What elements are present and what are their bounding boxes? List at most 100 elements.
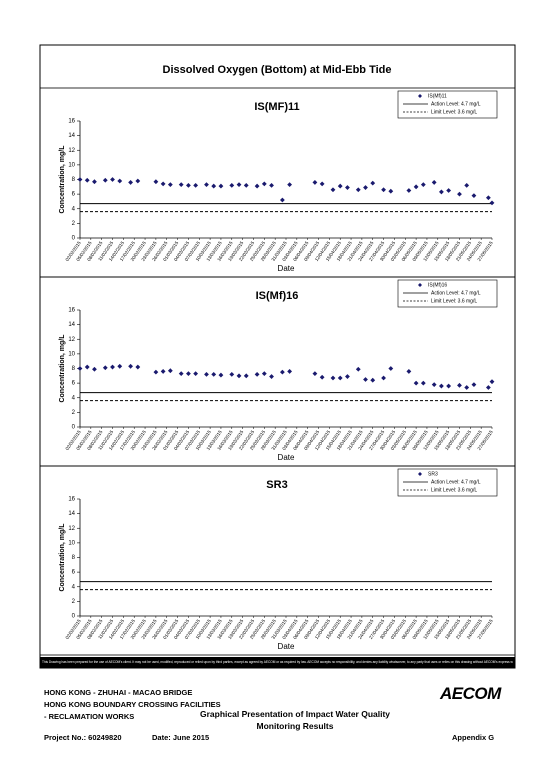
y-axis-label: Concentration, mg/L [59,145,66,214]
x-axis-label: Date [278,642,295,651]
y-tick-label: 0 [72,614,76,620]
data-point [420,182,426,188]
y-tick-label: 16 [68,497,75,503]
data-point [287,182,293,188]
chart-title: IS(Mf)16 [256,290,299,302]
data-point [431,382,437,387]
data-point [439,189,444,195]
y-tick-label: 10 [68,162,75,168]
data-point [319,374,325,380]
data-point [312,371,318,377]
data-point [92,179,97,185]
chart-title: SR3 [266,479,287,491]
data-point [102,365,108,371]
data-point [204,182,209,188]
y-tick-label: 16 [68,119,75,125]
chart-panel [39,465,516,656]
data-point [446,188,452,193]
y-tick-label: 0 [72,425,76,431]
chart-title: IS(MF)11 [254,101,299,113]
data-point [269,182,274,188]
data-point [243,182,249,188]
data-point [485,385,491,390]
data-point [319,181,325,187]
disclaimer: This Drawing has been prepared for the u… [42,660,513,664]
y-tick-label: 14 [68,511,75,517]
project-line: HONG KONG BOUNDARY CROSSING FACILITIES [44,700,221,709]
data-point [128,180,133,185]
legend-label: Action Level: 4.7 mg/L [431,101,481,107]
y-tick-label: 12 [68,337,75,343]
data-point [388,188,394,194]
data-point [337,375,343,381]
data-point [218,372,224,378]
legend-box [397,468,498,497]
data-point [406,369,412,374]
data-point [355,366,361,372]
data-point [381,375,386,381]
data-point [110,364,115,370]
legend-marker [418,94,422,98]
data-point [84,177,90,183]
data-point [279,369,285,375]
y-tick-label: 6 [72,570,76,576]
x-axis-label: Date [278,264,295,273]
page-border [39,44,516,669]
y-tick-label: 2 [72,599,76,605]
project-line: HONG KONG - ZHUHAI - MACAO BRIDGE [44,688,193,697]
y-tick-label: 0 [72,236,76,242]
data-point [464,385,470,390]
y-axis-label: Concentration, mg/L [59,334,66,403]
data-point [457,191,462,197]
data-point [485,195,491,201]
legend-box [397,279,498,308]
data-point [229,182,235,188]
legend-marker [418,472,422,476]
y-tick-label: 8 [72,177,76,183]
data-point [413,184,419,190]
data-point [261,181,267,187]
y-tick-label: 8 [72,366,76,372]
data-point [363,185,368,190]
data-point [178,371,184,377]
y-tick-label: 2 [72,221,76,227]
data-point [370,377,376,383]
y-tick-label: 4 [72,584,76,590]
data-point [330,375,336,381]
data-point [117,363,123,369]
data-point [464,182,470,188]
data-point [337,183,343,189]
data-point [457,382,462,388]
legend-label: IS(Mf)11 [428,93,447,99]
data-point [330,187,336,193]
legend-box [397,90,498,119]
data-point [193,371,199,377]
appendix: Appendix G [452,733,495,742]
data-point [160,369,166,374]
data-point [420,380,426,386]
data-point [345,374,350,379]
y-tick-label: 10 [68,540,75,546]
legend-label: Limit Level: 3.6 mg/L [431,298,477,304]
data-point [243,373,249,379]
data-point [77,366,83,371]
y-tick-label: 6 [72,192,76,198]
data-point [439,383,444,389]
data-point [489,200,495,206]
drawing-title: Monitoring Results [256,721,334,731]
x-axis-label: Date [278,453,295,462]
data-point [117,178,123,184]
data-point [77,177,83,182]
data-point [388,366,394,371]
data-point [186,371,191,377]
date: Date: June 2015 [152,733,210,742]
data-point [269,374,274,379]
data-point [153,369,159,375]
data-point [236,373,242,379]
y-tick-label: 16 [68,308,75,314]
data-point [312,180,318,185]
data-point [471,382,477,387]
legend-label: Limit Level: 3.6 mg/L [431,109,477,115]
